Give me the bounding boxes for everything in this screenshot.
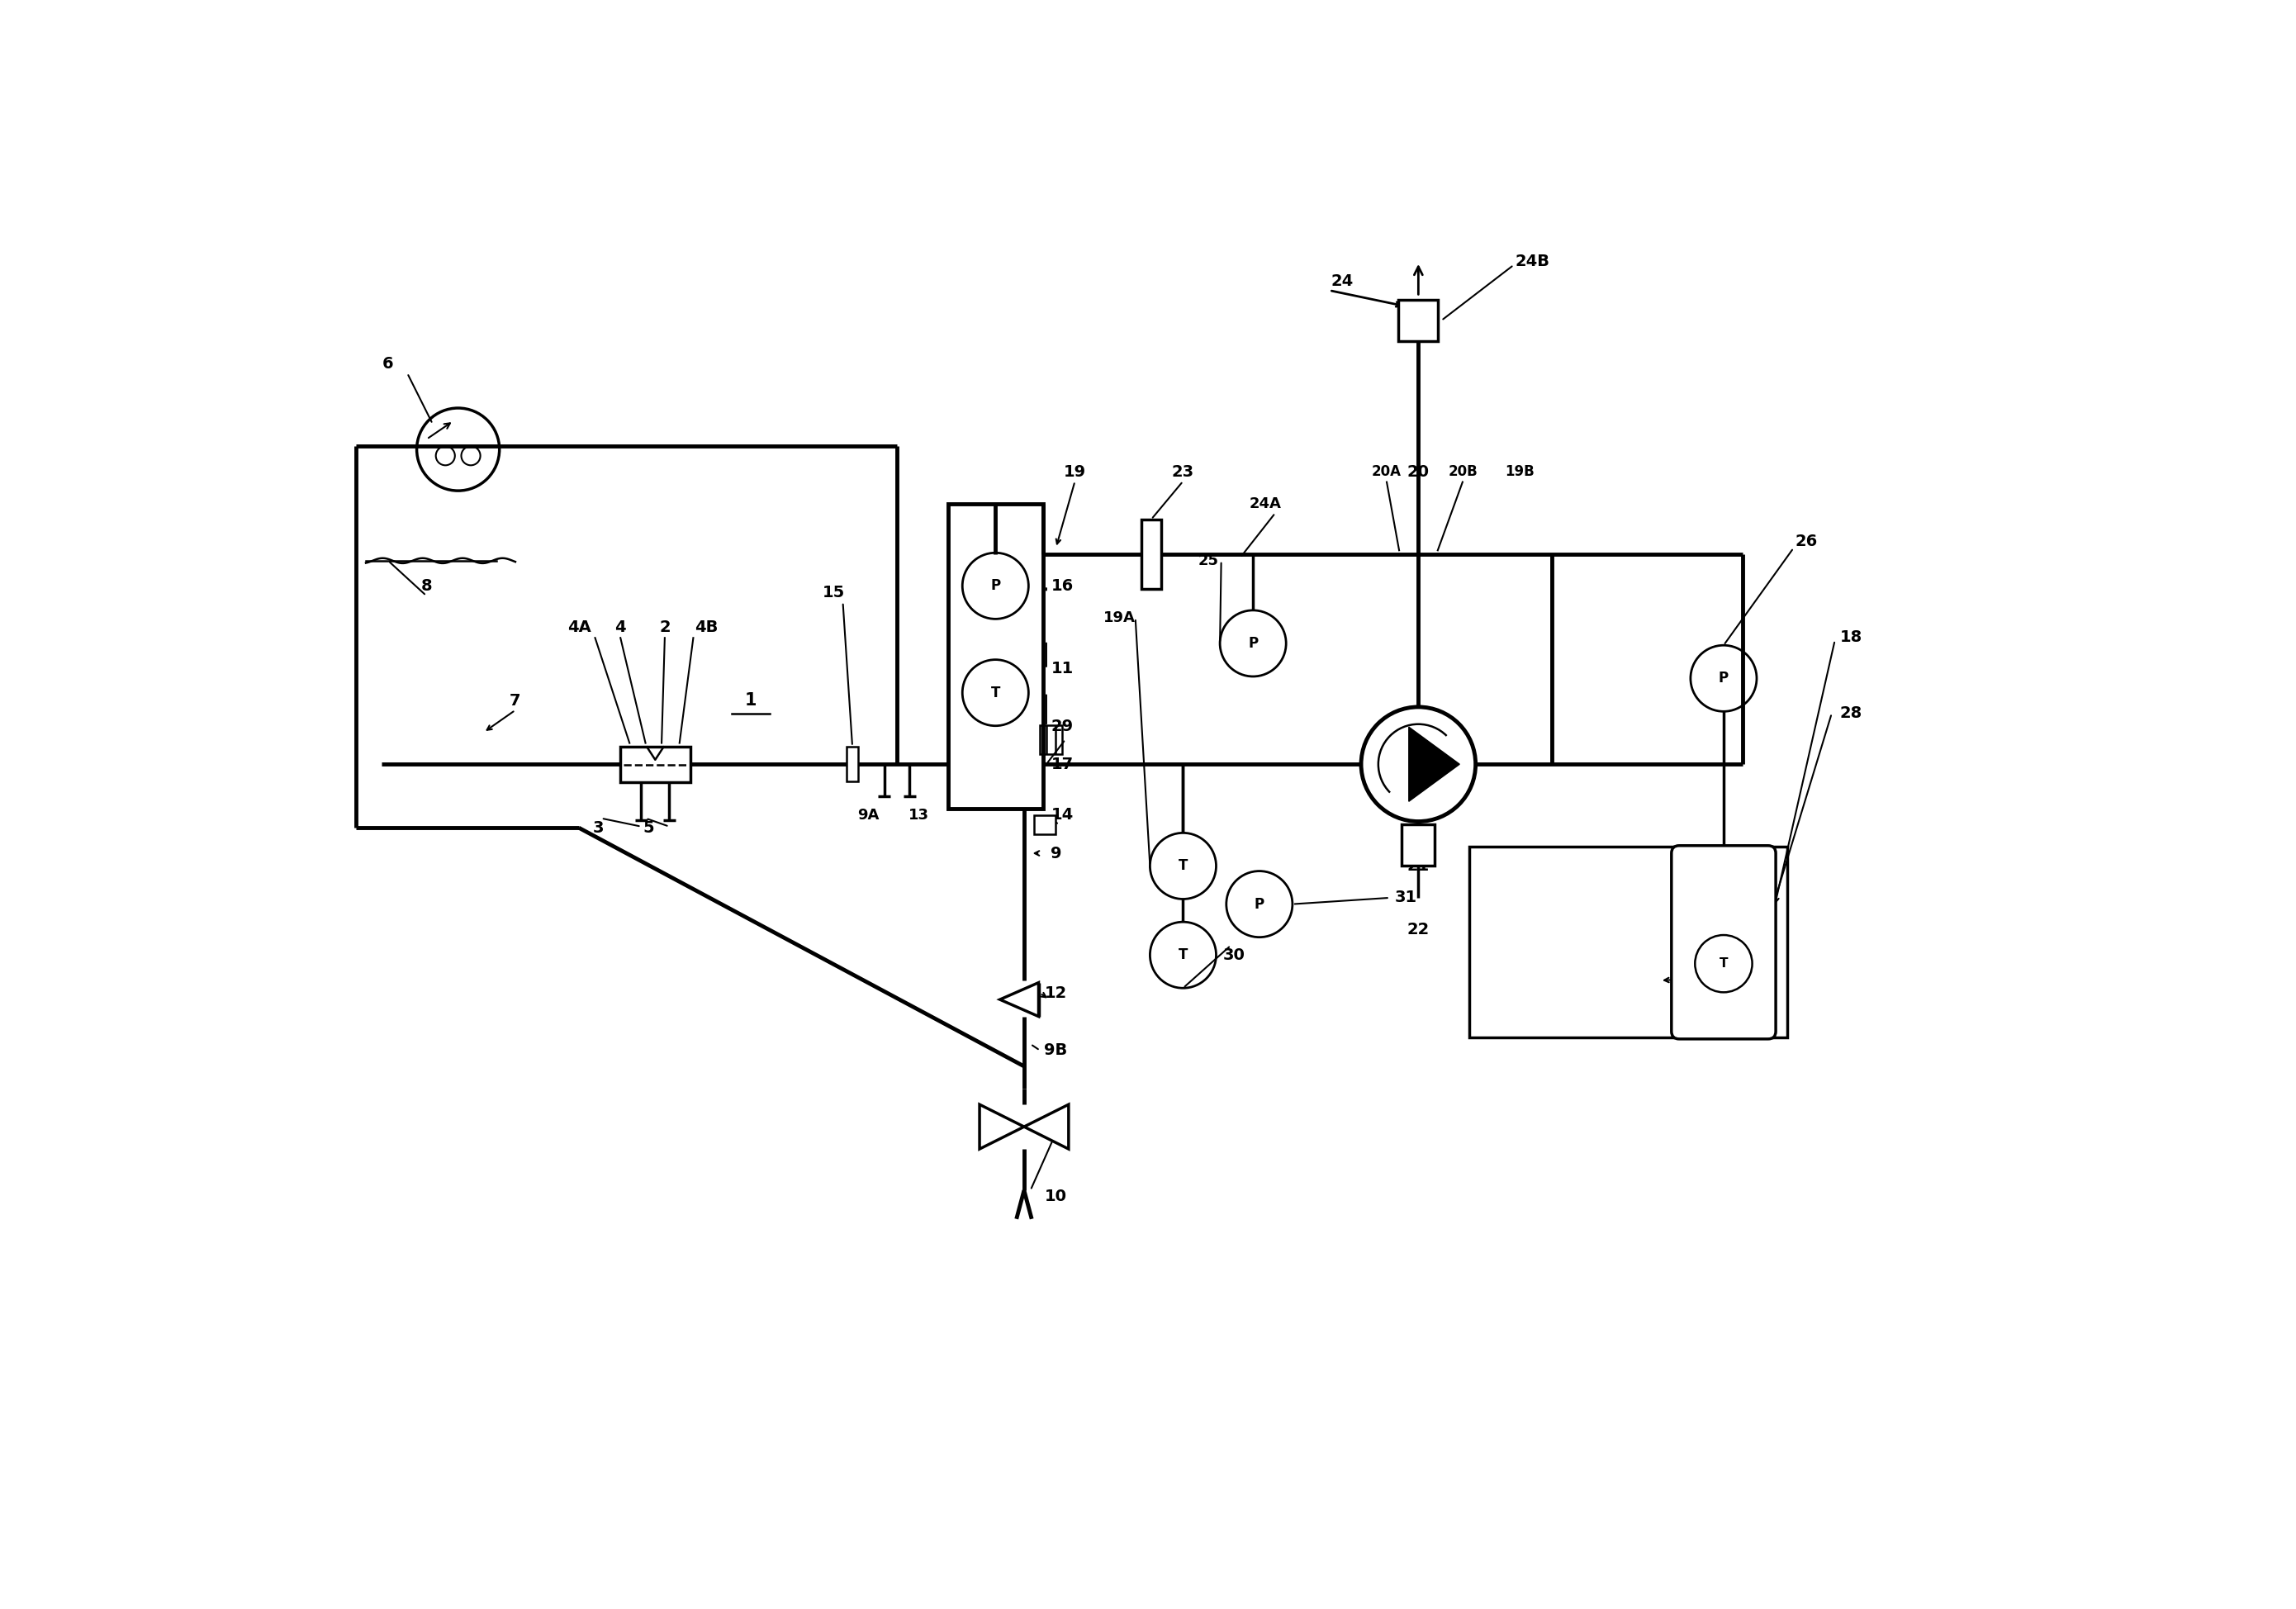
Bar — [948, 504, 1042, 809]
Bar — [1033, 816, 1056, 833]
Text: 30: 30 — [1224, 948, 1244, 962]
Text: 31: 31 — [1394, 890, 1417, 906]
Text: 7: 7 — [510, 693, 521, 708]
Text: P: P — [990, 579, 1001, 594]
Text: 16: 16 — [1052, 578, 1075, 594]
Text: P: P — [1254, 896, 1265, 912]
Text: T: T — [1720, 957, 1729, 970]
Text: 28: 28 — [1839, 705, 1862, 721]
Text: 26: 26 — [1795, 534, 1818, 549]
Text: 17: 17 — [1052, 756, 1075, 772]
Text: T: T — [992, 685, 1001, 700]
Bar — [1469, 846, 1786, 1038]
Bar — [847, 747, 859, 782]
Text: 4A: 4A — [567, 619, 590, 636]
Text: 23: 23 — [1171, 463, 1194, 479]
Bar — [1040, 726, 1063, 753]
Text: 20B: 20B — [1449, 465, 1479, 479]
Text: T: T — [1178, 859, 1187, 874]
Text: 24B: 24B — [1515, 254, 1550, 270]
Text: 4B: 4B — [693, 619, 719, 636]
Text: 9: 9 — [1049, 845, 1061, 861]
Bar — [620, 747, 691, 782]
Text: P: P — [1720, 671, 1729, 685]
Text: 19B: 19B — [1506, 465, 1534, 479]
Text: 6: 6 — [383, 356, 393, 372]
Polygon shape — [980, 1104, 1024, 1149]
Text: 15: 15 — [822, 584, 845, 600]
Text: 9B: 9B — [1045, 1043, 1068, 1059]
Circle shape — [1362, 706, 1476, 822]
Text: 19: 19 — [1063, 463, 1086, 479]
Text: 24A: 24A — [1249, 496, 1281, 512]
Bar — [1403, 825, 1435, 866]
Bar — [1141, 520, 1162, 589]
Text: 12: 12 — [1045, 985, 1068, 1001]
Text: 25: 25 — [1199, 553, 1219, 568]
Text: 24: 24 — [1332, 274, 1352, 288]
Text: 14: 14 — [1052, 808, 1075, 822]
Text: P: P — [1249, 636, 1258, 650]
Text: 13: 13 — [909, 808, 930, 822]
Text: 9A: 9A — [856, 808, 879, 822]
Text: 10: 10 — [1045, 1189, 1068, 1205]
Text: 4: 4 — [615, 619, 627, 636]
Text: 3: 3 — [592, 821, 604, 835]
Text: 19A: 19A — [1104, 610, 1137, 626]
Text: 21: 21 — [1407, 858, 1430, 874]
Text: 20: 20 — [1407, 463, 1430, 479]
Polygon shape — [1410, 727, 1460, 801]
Text: 18: 18 — [1839, 629, 1862, 645]
Text: 5: 5 — [643, 821, 654, 835]
Text: 11: 11 — [1052, 661, 1075, 677]
FancyBboxPatch shape — [1671, 846, 1775, 1039]
Polygon shape — [1024, 1104, 1068, 1149]
Text: 2: 2 — [659, 619, 670, 636]
Text: 1: 1 — [744, 692, 758, 710]
Bar — [1398, 299, 1437, 341]
Text: 20A: 20A — [1371, 465, 1401, 479]
Text: 29: 29 — [1052, 718, 1075, 734]
Text: 22: 22 — [1407, 922, 1430, 938]
Text: T: T — [1178, 948, 1187, 962]
Text: 8: 8 — [420, 578, 432, 594]
Text: 27: 27 — [1724, 978, 1747, 994]
